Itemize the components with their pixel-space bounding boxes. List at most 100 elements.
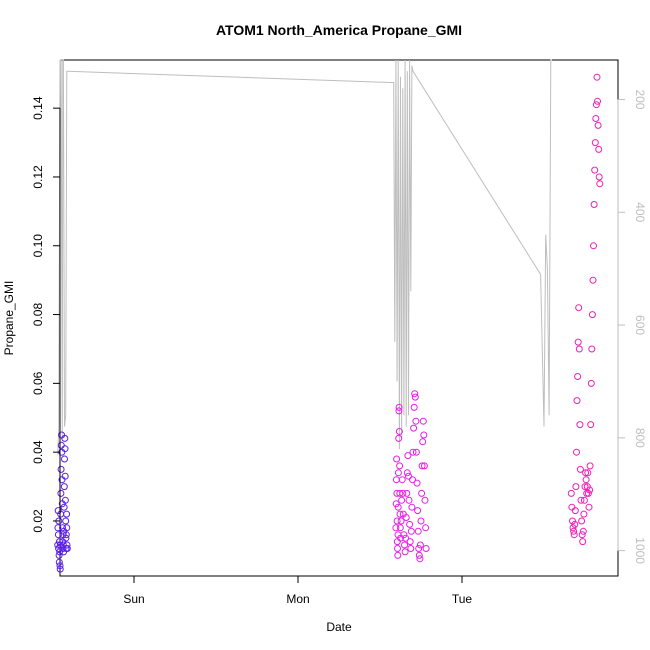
data-point [414, 507, 422, 515]
data-point [61, 472, 69, 480]
data-point [411, 390, 419, 398]
data-point [56, 562, 64, 570]
y-tick-label: 0.06 [31, 371, 45, 395]
data-point [590, 201, 598, 208]
secondary-y-tick-label: 800 [633, 428, 647, 448]
data-point [406, 538, 414, 546]
data-point [402, 534, 410, 542]
y-tick-label: 0.04 [31, 440, 45, 464]
data-point [396, 510, 404, 518]
data-point [580, 510, 588, 518]
pressure-layer [57, 59, 552, 455]
data-point [578, 517, 586, 525]
data-point [571, 507, 579, 515]
data-point [590, 242, 597, 250]
data-point [56, 538, 63, 546]
x-axis: Sun Mon Tue [123, 575, 472, 606]
data-point [63, 510, 71, 518]
data-point [416, 541, 424, 549]
data-point [588, 345, 596, 353]
data-point [577, 496, 585, 504]
x-tick-label: Sun [123, 592, 144, 606]
data-point [575, 304, 583, 312]
y-axis-label: Propane_GMI [2, 281, 16, 356]
data-point [422, 524, 430, 532]
data-point [403, 469, 411, 477]
x-tick-label: Mon [286, 592, 309, 606]
data-point [587, 379, 595, 387]
data-point [62, 517, 70, 525]
secondary-y-tick-label: 400 [633, 202, 647, 222]
data-point [581, 483, 589, 491]
data-point [394, 551, 402, 559]
data-point [61, 496, 69, 504]
data-point [61, 434, 69, 442]
data-point [574, 338, 582, 346]
data-point [578, 531, 586, 539]
data-point [584, 489, 592, 497]
data-point [392, 476, 400, 484]
data-point [394, 545, 401, 552]
data-point [582, 476, 590, 484]
y-tick-label: 0.14 [31, 96, 45, 120]
data-point [400, 531, 408, 539]
data-point [63, 545, 71, 552]
data-point [396, 462, 404, 470]
data-point [585, 503, 593, 511]
data-point [392, 524, 400, 532]
y-axis: 0.02 0.04 0.06 0.08 0.10 0.12 0.14 [31, 96, 61, 533]
data-point [419, 438, 427, 446]
data-point [59, 524, 66, 532]
data-point [576, 421, 584, 429]
data-point [408, 503, 416, 511]
data-point [396, 524, 404, 532]
data-point [59, 545, 67, 552]
data-point [63, 524, 71, 532]
data-point [409, 476, 416, 484]
data-point [592, 115, 600, 122]
data-point [55, 545, 63, 552]
data-point [61, 455, 68, 463]
data-point [586, 462, 594, 470]
secondary-y-tick-label: 200 [633, 89, 647, 109]
data-point [405, 496, 413, 504]
data-point [567, 489, 575, 497]
data-point [595, 145, 603, 153]
data-point [407, 527, 415, 535]
y-tick-label: 0.10 [31, 234, 45, 258]
data-point [569, 524, 577, 532]
data-point [594, 121, 602, 129]
data-point [417, 517, 425, 525]
data-point [56, 565, 64, 573]
y-tick-label: 0.08 [31, 303, 45, 327]
data-point [409, 448, 417, 456]
data-point [591, 166, 599, 174]
data-point [413, 479, 421, 487]
data-point [62, 534, 70, 542]
data-point [593, 73, 601, 81]
pressure-line [57, 59, 552, 455]
data-point [410, 403, 418, 411]
data-point [57, 489, 65, 497]
data-point [395, 407, 403, 415]
data-point [418, 462, 426, 470]
data-point [410, 424, 418, 432]
data-point [395, 428, 403, 435]
data-point [407, 545, 415, 552]
data-point [398, 496, 406, 504]
data-point [394, 503, 402, 511]
data-point [395, 434, 403, 442]
data-point [574, 373, 582, 380]
data-point [393, 455, 401, 463]
data-point [575, 345, 583, 353]
data-point [595, 173, 603, 181]
secondary-y-tick-label: 1000 [633, 537, 647, 564]
data-point [54, 524, 62, 532]
data-point [420, 431, 428, 439]
data-point [393, 517, 401, 525]
data-point [592, 101, 600, 109]
data-point [573, 397, 581, 405]
data-point [570, 527, 578, 535]
data-point [406, 520, 414, 528]
